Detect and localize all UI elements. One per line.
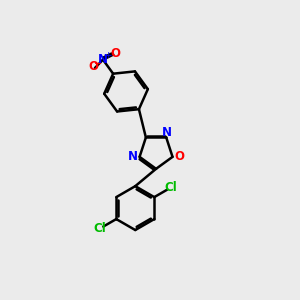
Text: −: − <box>94 59 103 69</box>
Text: O: O <box>111 47 121 60</box>
Text: N: N <box>162 126 172 139</box>
Text: Cl: Cl <box>164 181 177 194</box>
Text: O: O <box>88 60 98 73</box>
Text: N: N <box>128 150 138 164</box>
Text: Cl: Cl <box>93 222 106 235</box>
Text: O: O <box>174 150 184 164</box>
Text: N: N <box>98 53 108 66</box>
Text: +: + <box>104 51 112 60</box>
